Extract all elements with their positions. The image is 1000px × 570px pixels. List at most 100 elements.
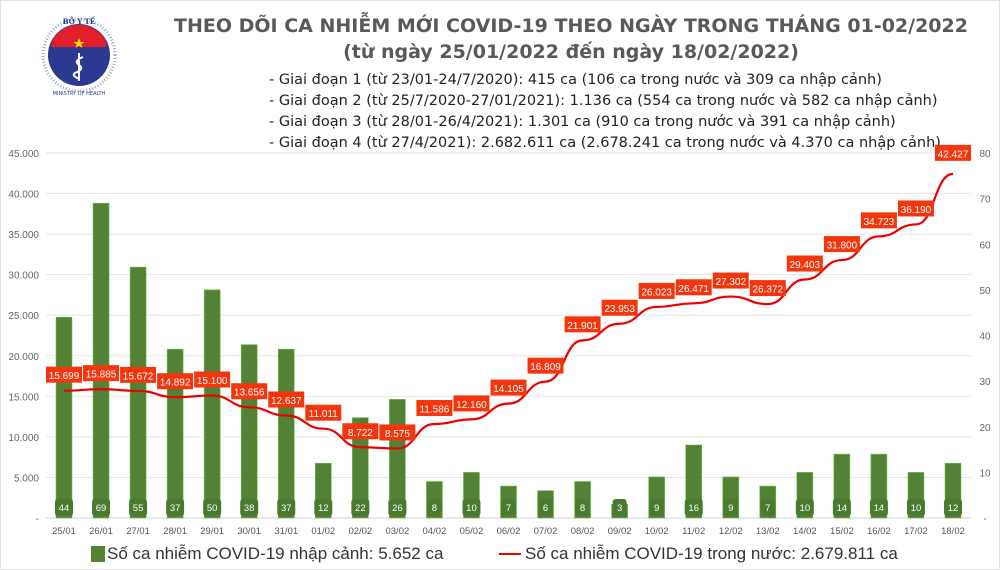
left-axis-tick-label: 10.000 xyxy=(8,433,39,444)
line-data-label-box xyxy=(897,200,934,217)
x-axis-tick-label: 16/02 xyxy=(867,526,891,537)
bar-data-label-box xyxy=(795,499,814,516)
bar-imported xyxy=(129,266,147,519)
bar-data-label-box xyxy=(832,499,851,516)
x-axis-tick-label: 03/02 xyxy=(385,526,409,537)
line-data-label-box xyxy=(675,279,712,296)
x-axis-tick-label: 15/02 xyxy=(830,526,854,537)
line-data-label: 15.885 xyxy=(86,370,117,381)
x-axis-tick-label: 04/02 xyxy=(423,526,447,537)
line-data-label-box xyxy=(601,299,638,316)
line-data-label: 13.656 xyxy=(234,388,265,399)
x-axis-tick-label: 13/02 xyxy=(756,526,780,537)
left-axis-tick-label: 45.000 xyxy=(8,149,39,160)
left-axis-tick-label: - xyxy=(36,514,39,525)
x-axis-tick-label: 29/01 xyxy=(200,526,224,537)
line-data-label: 8.575 xyxy=(385,429,410,440)
line-data-label: 14.892 xyxy=(160,378,191,389)
x-axis-tick-label: 02/02 xyxy=(348,526,372,537)
line-data-label: 26.023 xyxy=(641,287,672,298)
svg-text:MINISTRY OF HEALTH: MINISTRY OF HEALTH xyxy=(53,91,106,97)
legend-label-domestic: Số ca nhiễm COVID-19 trong nước: 2.679.8… xyxy=(525,544,898,563)
line-data-label: 21.901 xyxy=(567,321,598,332)
line-data-label-box xyxy=(935,144,971,161)
bar-data-label: 7 xyxy=(506,503,511,514)
bar-data-label-box xyxy=(575,499,590,516)
line-data-label: 26.471 xyxy=(678,284,709,295)
legend-bar-swatch xyxy=(91,546,105,562)
line-data-label: 26.372 xyxy=(752,285,783,296)
bar-imported xyxy=(240,344,258,519)
right-axis-tick-label: 10 xyxy=(979,468,991,479)
line-data-label: 34.723 xyxy=(864,217,895,228)
bar-data-label: 16 xyxy=(688,503,699,514)
bar-data-label: 8 xyxy=(580,503,585,514)
bar-data-label-box xyxy=(427,499,442,516)
x-axis-tick-label: 05/02 xyxy=(460,526,484,537)
line-data-label-box xyxy=(46,366,82,383)
ministry-of-health-logo: BỘ Y TẾ MINISTRY OF HEALTH xyxy=(41,16,117,97)
bar-data-label: 14 xyxy=(837,503,848,514)
bar-data-label-box xyxy=(538,499,553,516)
line-data-label-box xyxy=(83,365,120,382)
bar-imported xyxy=(55,316,73,519)
bar-data-label-box xyxy=(314,499,333,516)
x-axis-tick-label: 12/02 xyxy=(719,526,743,537)
line-data-label: 42.427 xyxy=(938,149,969,160)
bar-data-label-box xyxy=(92,499,111,516)
phase-2-summary: - Giai đoạn 2 (từ 25/7/2020-27/01/2021):… xyxy=(269,93,938,109)
bar-data-label-box xyxy=(649,499,664,516)
bar-data-label-box xyxy=(277,499,296,516)
line-data-label: 29.403 xyxy=(790,260,821,271)
bar-data-label: 37 xyxy=(281,503,292,514)
bar-data-label: 55 xyxy=(133,503,144,514)
line-data-label-box xyxy=(305,404,342,421)
x-axis-tick-label: 07/02 xyxy=(534,526,558,537)
left-axis-tick-label: 35.000 xyxy=(8,230,39,241)
bar-imported xyxy=(277,348,295,519)
left-axis-tick-label: 40.000 xyxy=(8,190,39,201)
bar-data-label-box xyxy=(723,499,738,516)
bar-data-label: 12 xyxy=(948,503,959,514)
bar-data-label: 50 xyxy=(207,503,218,514)
bar-data-label-box xyxy=(906,499,925,516)
line-data-label: 15.699 xyxy=(49,371,80,382)
line-data-label-box xyxy=(823,236,860,253)
line-data-label: 8.722 xyxy=(348,428,373,439)
bar-data-label-box xyxy=(55,499,73,516)
x-axis-tick-label: 10/02 xyxy=(645,526,669,537)
line-data-label-box xyxy=(120,366,157,383)
line-data-label: 15.100 xyxy=(197,376,228,387)
x-axis-tick-label: 14/02 xyxy=(793,526,817,537)
bar-data-label-box xyxy=(944,499,962,516)
line-data-label-box xyxy=(379,424,416,441)
x-axis-tick-label: 08/02 xyxy=(571,526,595,537)
line-data-label-box xyxy=(638,282,675,299)
bar-data-label-box xyxy=(166,499,185,516)
right-axis-tick-label: 40 xyxy=(979,332,991,343)
bar-data-label: 22 xyxy=(355,503,366,514)
phase-1-summary: - Giai đoạn 1 (từ 23/01-24/7/2020): 415 … xyxy=(269,72,882,88)
bar-data-label-box xyxy=(869,499,888,516)
line-data-label-box xyxy=(564,316,601,333)
bar-data-label-box xyxy=(203,499,222,516)
x-axis-tick-label: 17/02 xyxy=(904,526,928,537)
bar-imported xyxy=(203,289,221,519)
line-data-label-box xyxy=(749,280,786,297)
bar-imported xyxy=(166,348,184,519)
line-data-label: 27.302 xyxy=(715,277,746,288)
line-data-label: 15.672 xyxy=(123,371,154,382)
line-data-label-box xyxy=(157,373,194,390)
bar-data-label-box xyxy=(760,499,775,516)
x-axis-tick-label: 11/02 xyxy=(682,526,705,537)
line-data-label-box xyxy=(712,272,749,289)
legend-item-domestic: Số ca nhiễm COVID-19 trong nước: 2.679.8… xyxy=(499,544,898,564)
bar-data-label: 8 xyxy=(432,503,437,514)
bar-data-label: 9 xyxy=(654,503,659,514)
legend-line-swatch xyxy=(499,553,521,555)
line-data-label: 16.809 xyxy=(530,362,561,373)
x-axis-tick-label: 01/02 xyxy=(311,526,335,537)
right-axis-tick-label: 50 xyxy=(979,286,991,297)
bar-data-label: 10 xyxy=(911,503,922,514)
